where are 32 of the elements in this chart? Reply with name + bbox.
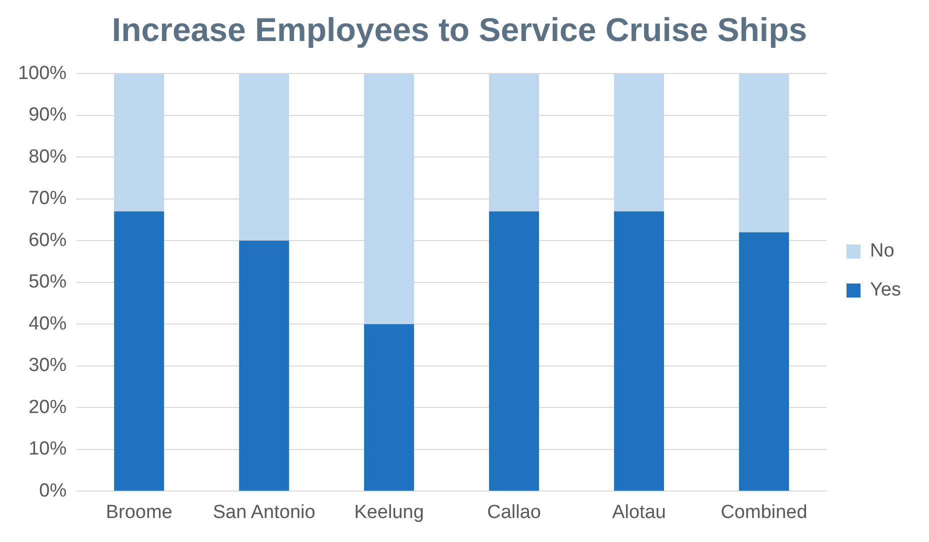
bar bbox=[614, 74, 664, 212]
y-tick-label: 70% bbox=[28, 188, 67, 210]
x-tick-label: Alotau bbox=[612, 502, 666, 523]
bar bbox=[489, 211, 540, 491]
bar bbox=[364, 74, 414, 324]
y-tick-label: 10% bbox=[28, 438, 67, 460]
bar bbox=[114, 74, 164, 212]
y-tick-label: 80% bbox=[28, 146, 67, 168]
x-tick-label: Broome bbox=[106, 502, 172, 523]
x-tick-label: Callao bbox=[487, 502, 541, 523]
bar bbox=[239, 240, 290, 491]
bar bbox=[239, 74, 290, 241]
bar bbox=[614, 211, 664, 491]
bar bbox=[739, 74, 790, 232]
y-tick-label: 60% bbox=[28, 230, 67, 251]
chart-title: Increase Employees to Service Cruise Ships bbox=[112, 10, 808, 48]
x-tick-label: San Antonio bbox=[212, 502, 316, 523]
legend-label: Yes bbox=[870, 280, 902, 301]
legend-label: No bbox=[870, 240, 894, 262]
x-tick-label: Combined bbox=[720, 502, 808, 523]
bar bbox=[739, 232, 790, 491]
y-tick-label: 20% bbox=[28, 396, 67, 418]
x-tick-label: Keelung bbox=[354, 502, 424, 523]
y-tick-label: 100% bbox=[18, 62, 67, 84]
y-tick-label: 50% bbox=[28, 272, 67, 293]
bar bbox=[364, 324, 414, 491]
y-tick-label: 40% bbox=[28, 313, 67, 334]
bar bbox=[114, 211, 164, 491]
y-tick-label: 90% bbox=[28, 104, 67, 126]
bar bbox=[489, 74, 540, 212]
y-tick-label: 0% bbox=[39, 480, 67, 502]
y-tick-label: 30% bbox=[28, 355, 67, 376]
